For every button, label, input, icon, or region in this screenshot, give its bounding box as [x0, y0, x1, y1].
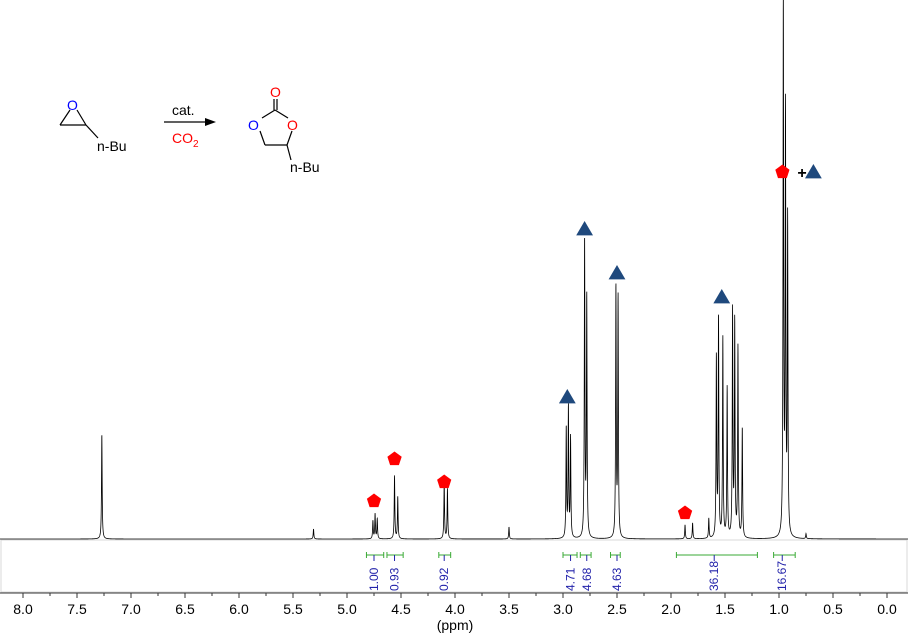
- x-tick-label: 5.5: [283, 601, 303, 617]
- epoxide-peak-marker: [576, 221, 593, 236]
- x-tick-label: 7.5: [67, 601, 87, 617]
- carbonate-peak-marker: [437, 474, 452, 489]
- x-tick-label: 2.0: [661, 601, 681, 617]
- ring-oxygen-right: O: [287, 117, 298, 133]
- integral-layer: 1.00 0.93 0.92 4.71 4.68 4.63 36.18 16.67: [365, 552, 796, 591]
- catalyst-label: cat.: [172, 102, 195, 118]
- marker-layer: +: [366, 164, 822, 520]
- epoxide-peak-marker: [713, 289, 731, 304]
- integral-region: 0.93: [386, 552, 404, 591]
- epoxide-peak-marker: [608, 265, 626, 280]
- x-tick-label: 1.0: [769, 601, 789, 617]
- x-axis: 8.0 7.5 7.0 6.5 6.0 5.5 5.0 4.5 4.0 3.5 3.0 2.5 2.0 1…: [13, 593, 897, 617]
- integral-region: 16.67: [773, 552, 796, 591]
- x-tick-label: 6.5: [175, 601, 195, 617]
- reactant-substituent: n-Bu: [97, 138, 127, 154]
- spectrum-trace: [0, 0, 908, 540]
- integral-value: 4.68: [580, 567, 594, 591]
- integral-value: 0.92: [437, 567, 451, 591]
- reaction-arrow: cat. CO2: [164, 102, 216, 150]
- reaction-scheme: O n-Bu cat. CO2 O O O n-Bu: [59, 84, 320, 175]
- x-tick-label: 8.0: [13, 601, 33, 617]
- x-tick-label: 4.5: [391, 601, 411, 617]
- carbonate-peak-marker: [366, 493, 382, 508]
- carbonate-structure: O O O n-Bu: [248, 84, 320, 175]
- carbonate-peak-marker: [387, 451, 402, 466]
- x-tick-label: 5.0: [337, 601, 357, 617]
- integral-region: 4.71: [562, 552, 578, 591]
- integration-panel: [0, 539, 908, 593]
- x-tick-label: 0.5: [823, 601, 843, 617]
- ring-oxygen-left: O: [248, 117, 259, 133]
- integral-value: 4.71: [564, 567, 578, 591]
- integral-region: 1.00: [365, 552, 385, 591]
- x-tick-label: 6.0: [229, 601, 249, 617]
- spectrum-layer: [0, 0, 908, 540]
- integral-region: 4.63: [610, 552, 624, 591]
- integral-value: 16.67: [775, 561, 789, 591]
- x-tick-label: 3.0: [553, 601, 573, 617]
- integral-value: 36.18: [707, 561, 721, 591]
- plus-sign: +: [797, 165, 806, 182]
- integral-value: 4.63: [610, 567, 624, 591]
- integral-region: 36.18: [675, 552, 758, 591]
- carbonate-peak-marker: [775, 164, 790, 179]
- epoxide-structure: O n-Bu: [59, 97, 127, 154]
- co2-label: CO2: [172, 130, 199, 150]
- x-tick-label: 4.0: [445, 601, 465, 617]
- carbonate-peak-marker: [677, 505, 693, 520]
- epoxide-oxygen: O: [67, 97, 78, 113]
- x-tick-label: 1.5: [715, 601, 735, 617]
- x-tick-label: 3.5: [499, 601, 519, 617]
- integral-value: 0.93: [388, 567, 402, 591]
- x-axis-label: (ppm): [437, 617, 474, 633]
- carbonyl-oxygen: O: [270, 84, 281, 100]
- epoxide-peak-marker: [558, 389, 576, 404]
- integral-region: 0.92: [437, 552, 451, 591]
- integral-region: 4.68: [580, 552, 594, 591]
- product-substituent: n-Bu: [290, 159, 320, 175]
- x-tick-label: 2.5: [607, 601, 627, 617]
- epoxide-peak-marker: [805, 164, 822, 179]
- integral-value: 1.00: [367, 567, 381, 591]
- x-tick-label: 0.0: [877, 601, 897, 617]
- x-tick-label: 7.0: [121, 601, 141, 617]
